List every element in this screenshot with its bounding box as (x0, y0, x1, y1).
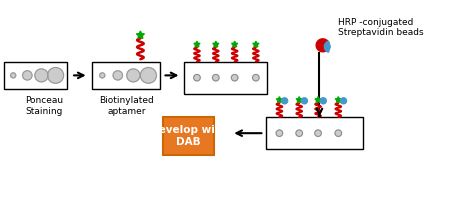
Circle shape (301, 98, 308, 104)
Polygon shape (315, 97, 321, 102)
Text: HRP -conjugated
Streptavidin beads: HRP -conjugated Streptavidin beads (338, 18, 424, 37)
Polygon shape (213, 41, 219, 47)
FancyBboxPatch shape (266, 117, 363, 149)
Text: Ponceau
Staining: Ponceau Staining (25, 96, 63, 116)
Polygon shape (335, 97, 341, 102)
Text: Biotinylated
aptamer: Biotinylated aptamer (99, 96, 154, 116)
Polygon shape (137, 31, 145, 39)
Polygon shape (276, 97, 283, 102)
Circle shape (340, 98, 346, 104)
Polygon shape (324, 41, 330, 52)
Circle shape (231, 74, 238, 81)
Text: Develop with
DAB: Develop with DAB (150, 125, 227, 147)
Circle shape (10, 73, 16, 78)
Circle shape (320, 98, 326, 104)
Polygon shape (194, 41, 200, 47)
Circle shape (276, 130, 283, 136)
Circle shape (100, 73, 105, 78)
Polygon shape (231, 41, 238, 47)
Circle shape (335, 130, 342, 136)
FancyBboxPatch shape (184, 61, 267, 94)
Polygon shape (253, 41, 259, 47)
Circle shape (35, 69, 48, 82)
FancyBboxPatch shape (92, 61, 160, 89)
Circle shape (127, 69, 140, 82)
Circle shape (23, 71, 32, 80)
Circle shape (194, 74, 200, 81)
FancyBboxPatch shape (4, 61, 67, 89)
Circle shape (140, 68, 156, 83)
Polygon shape (316, 39, 329, 52)
Polygon shape (296, 97, 302, 102)
FancyBboxPatch shape (163, 117, 214, 155)
Circle shape (296, 130, 302, 136)
Circle shape (47, 68, 64, 83)
Circle shape (253, 74, 259, 81)
Circle shape (113, 71, 122, 80)
Circle shape (315, 130, 321, 136)
Circle shape (212, 74, 219, 81)
Circle shape (282, 98, 288, 104)
